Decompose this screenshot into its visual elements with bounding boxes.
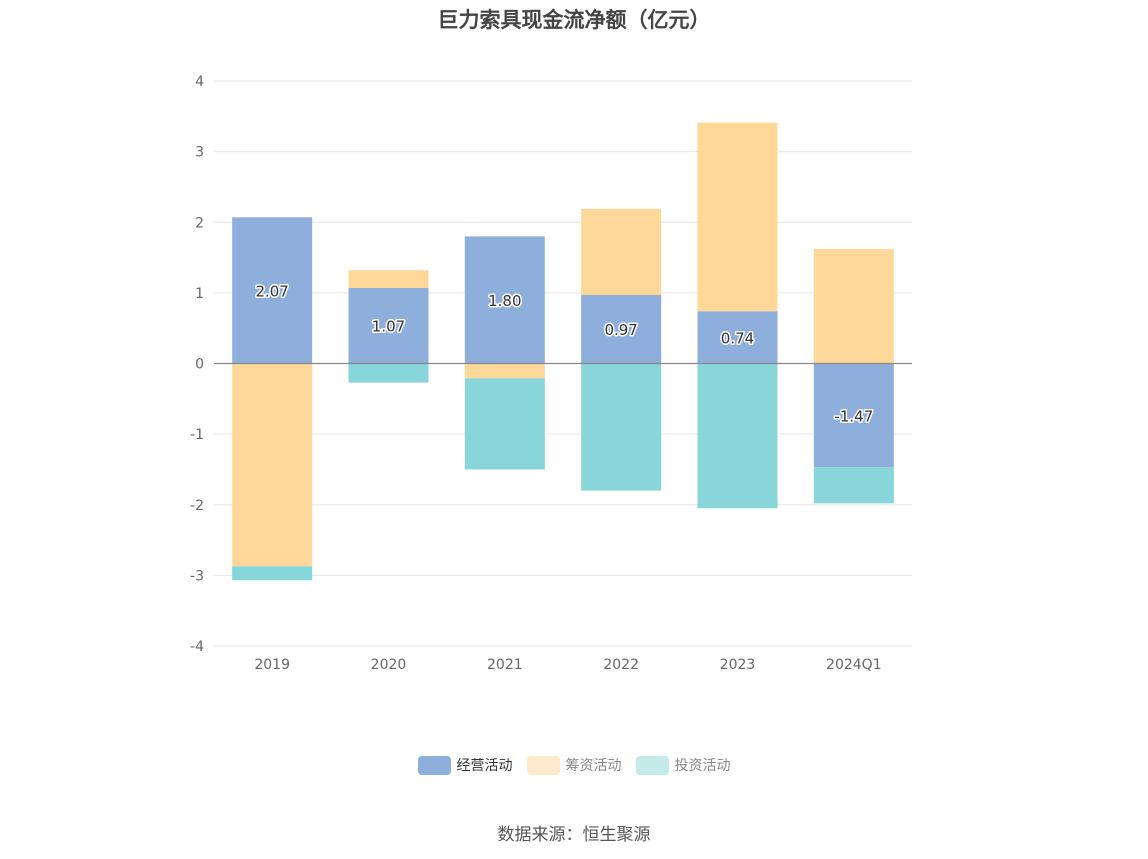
bar-segment[interactable]	[464, 378, 545, 470]
legend-swatch-investing	[635, 755, 669, 775]
y-tick-label: 1	[195, 286, 204, 302]
y-tick-label: 2	[195, 215, 204, 231]
bar-segment[interactable]	[581, 208, 662, 295]
y-tick-label: 4	[195, 74, 204, 90]
data-label: 1.80	[488, 292, 521, 310]
grid-lines	[214, 80, 912, 647]
data-label: 0.74	[721, 329, 754, 347]
bar-segment[interactable]	[348, 287, 429, 364]
data-labels: 2.07 1.07 1.80 0.97 0.74 -1.47	[254, 281, 875, 427]
legend: 经营活动 筹资活动 投资活动	[0, 755, 1148, 775]
chart-title: 巨力索具现金流净额（亿元）	[437, 8, 711, 32]
bar-segment[interactable]	[813, 467, 894, 504]
bar-segment[interactable]	[581, 294, 662, 364]
x-tick-label: 2019	[254, 657, 290, 673]
legend-label-financing: 筹资活动	[565, 758, 622, 774]
legend-item-investing[interactable]: 投资活动	[635, 755, 731, 775]
bar-segment[interactable]	[464, 363, 545, 379]
data-label: 1.07	[372, 318, 405, 336]
data-label: 2.07	[255, 282, 288, 300]
y-tick-label: -3	[190, 568, 204, 584]
legend-swatch-operating	[417, 755, 451, 775]
y-tick-label: -2	[190, 498, 204, 514]
bar-segment[interactable]	[464, 236, 545, 364]
legend-item-financing[interactable]: 筹资活动	[526, 755, 622, 775]
bar-segment[interactable]	[697, 311, 778, 364]
data-label: 0.97	[604, 321, 637, 339]
bar-segment[interactable]	[581, 363, 662, 491]
y-tick-label: -4	[190, 639, 204, 655]
x-tick-label: 2021	[487, 657, 523, 673]
bar-segment[interactable]	[813, 363, 894, 468]
bar-segment[interactable]	[348, 270, 429, 288]
x-tick-label: 2020	[371, 657, 407, 673]
y-tick-label: 3	[195, 145, 204, 161]
legend-label-investing: 投资活动	[674, 758, 731, 774]
bar-segment[interactable]	[697, 122, 778, 312]
x-tick-label: 2022	[603, 657, 639, 673]
legend-item-operating[interactable]: 经营活动	[417, 755, 513, 775]
bar-segment[interactable]	[813, 249, 894, 364]
axes: 4 3 2 1 0 -1 -2 -3 -4 2019 2020 2021 2022 2023 2024Q1	[190, 74, 912, 673]
x-tick-label: 2023	[720, 657, 756, 673]
bars	[232, 122, 894, 581]
source-note: 数据来源：恒生聚源	[497, 825, 651, 845]
y-tick-label: 0	[195, 357, 204, 373]
data-label: -1.47	[834, 407, 873, 425]
bar-segment[interactable]	[232, 566, 313, 581]
bar-segment[interactable]	[232, 363, 313, 567]
bar-segment[interactable]	[348, 363, 429, 383]
legend-label-operating: 经营活动	[456, 758, 513, 774]
legend-swatch-financing	[526, 755, 560, 775]
bar-segment[interactable]	[232, 217, 313, 364]
bar-segment[interactable]	[697, 363, 778, 509]
y-tick-label: -1	[190, 427, 204, 443]
x-tick-label: 2024Q1	[826, 657, 882, 673]
